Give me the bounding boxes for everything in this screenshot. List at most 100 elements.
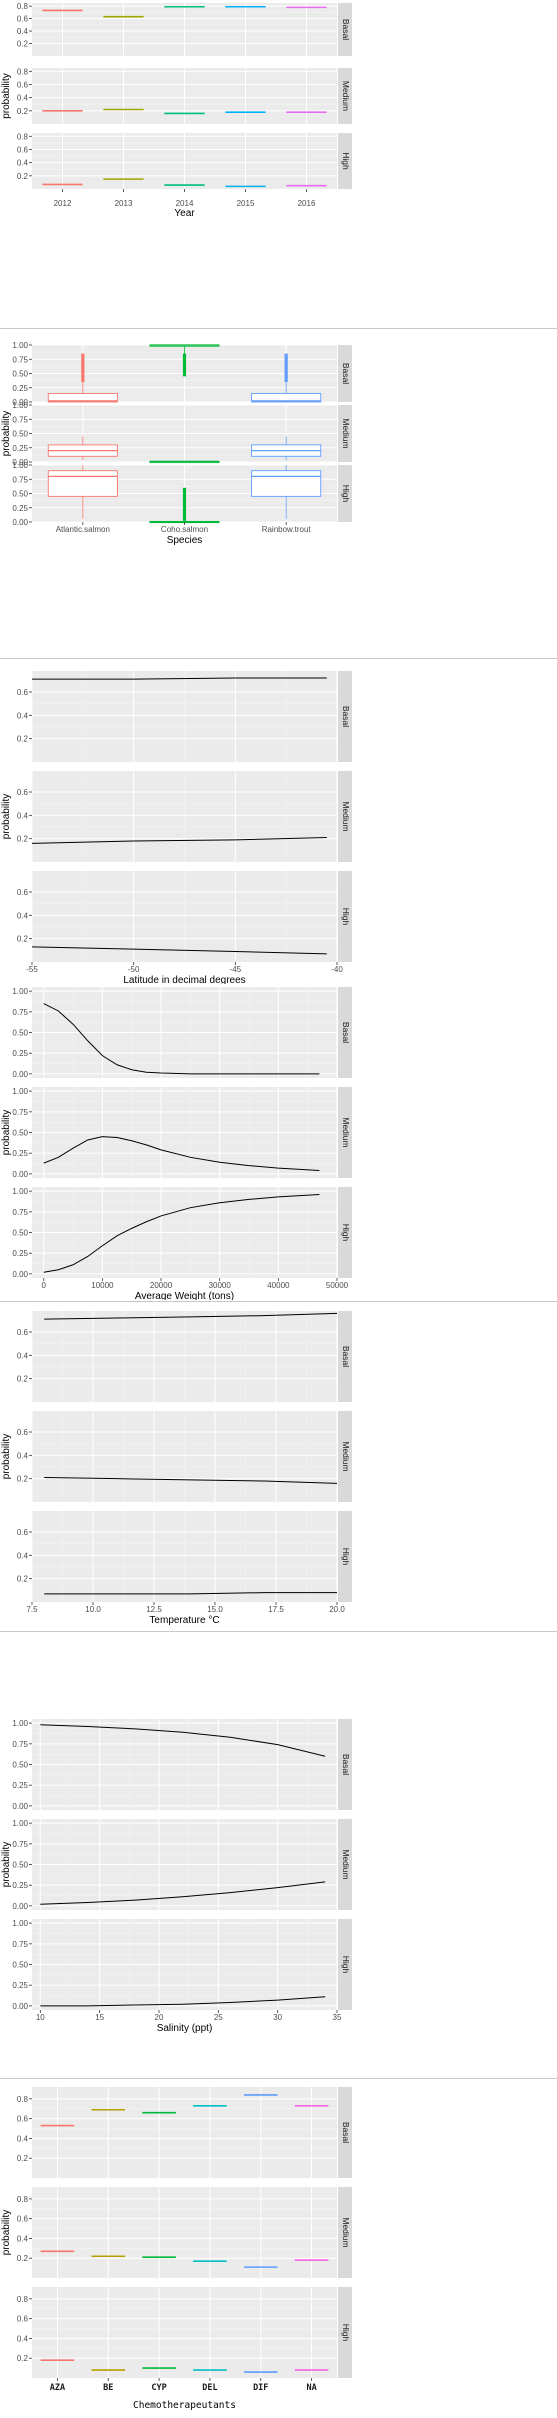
separator bbox=[0, 328, 557, 329]
series-line-high bbox=[40, 1996, 326, 2007]
x-category-label: CYP bbox=[151, 2383, 166, 2393]
y-tick-label: 0.00 bbox=[12, 2002, 28, 2011]
x-category-label: 2014 bbox=[176, 199, 194, 208]
facet-label-high: High bbox=[341, 485, 351, 503]
chart-weight: 0.00 0.25 0.50 0.75 1.00 Basal 0.00 0.25 0.50 0.7… bbox=[1, 987, 352, 1300]
box-atlantic-salmon bbox=[47, 393, 118, 403]
y-tick-label: 0.00 bbox=[12, 1270, 28, 1279]
y-tick-label: 0.75 bbox=[12, 415, 28, 424]
y-tick-label: 0.00 bbox=[12, 518, 28, 527]
y-tick-label: 1.00 bbox=[12, 1087, 28, 1096]
x-axis-title: Average Weight (tons) bbox=[135, 1291, 234, 1300]
facet-label-high: High bbox=[341, 2324, 351, 2342]
y-tick-label: 0.4 bbox=[17, 94, 29, 103]
x-tick-label: 50000 bbox=[326, 1281, 349, 1290]
y-tick-label: 0.6 bbox=[17, 15, 29, 24]
y-tick-label: 0.75 bbox=[12, 1108, 28, 1117]
facet-label-medium: Medium bbox=[341, 81, 351, 111]
x-category-label: NA bbox=[306, 2383, 316, 2393]
x-tick-label: 10.0 bbox=[85, 1605, 101, 1614]
facet-strip bbox=[338, 987, 352, 1078]
box-rainbow-trout bbox=[251, 393, 322, 403]
y-tick-label: 0.00 bbox=[12, 1802, 28, 1811]
facet-strip bbox=[338, 771, 352, 862]
series-line-basal bbox=[43, 1003, 320, 1075]
x-tick-label: 25 bbox=[214, 2013, 223, 2022]
facet-label-high: High bbox=[341, 1956, 351, 1974]
y-tick-label: 0.6 bbox=[17, 2315, 29, 2324]
facet-strip bbox=[338, 1311, 352, 1402]
facet-label-medium: Medium bbox=[341, 2217, 351, 2247]
y-tick-label: 0.00 bbox=[12, 398, 28, 407]
facet-label-medium: Medium bbox=[341, 418, 351, 448]
panel-background bbox=[32, 2287, 337, 2378]
y-axis-title: probability bbox=[1, 794, 12, 840]
y-tick-label: 0.6 bbox=[17, 788, 29, 797]
x-category-label: DEL bbox=[202, 2383, 217, 2393]
facet-strip bbox=[338, 1187, 352, 1278]
figure-species: 0.00 0.25 0.50 0.75 1.00 Basal 0.00 0.25 0.50 0.7… bbox=[0, 342, 557, 657]
y-tick-label: 1.00 bbox=[12, 1719, 28, 1728]
x-tick-label: 40000 bbox=[267, 1281, 290, 1290]
y-tick-label: 1.00 bbox=[12, 1187, 28, 1196]
x-category-label: 2013 bbox=[115, 199, 133, 208]
y-tick-label: 0.25 bbox=[12, 444, 28, 453]
y-tick-label: 0.2 bbox=[17, 835, 29, 844]
series-line-medium bbox=[44, 1477, 338, 1484]
y-tick-label: 0.25 bbox=[12, 1049, 28, 1058]
x-axis-title: Latitude in decimal degrees bbox=[123, 975, 245, 984]
x-tick-label: 35 bbox=[333, 2013, 342, 2022]
figure-weight: 0.00 0.25 0.50 0.75 1.00 Basal 0.00 0.25 0.50 0.7… bbox=[0, 984, 557, 1300]
y-tick-label: 0.75 bbox=[12, 355, 28, 364]
facet-strip bbox=[338, 345, 352, 402]
y-tick-label: 0.6 bbox=[17, 2215, 29, 2224]
x-tick-label: 20000 bbox=[150, 1281, 173, 1290]
series-line-medium bbox=[31, 837, 327, 844]
facet-label-basal: Basal bbox=[341, 2122, 351, 2143]
y-tick-label: 0.6 bbox=[17, 1528, 29, 1537]
figure-temperature: 0.2 0.4 0.6 Basal 0.2 0.4 0.6 Medium 0.2 0.4 0.6 Hi… bbox=[0, 1308, 557, 1630]
y-axis-title: probability bbox=[1, 411, 12, 457]
x-tick-label: 15.0 bbox=[207, 1605, 223, 1614]
y-tick-label: 0.8 bbox=[17, 2, 29, 11]
chart-year: 0.2 0.4 0.6 0.8 Basal 0.2 0.4 0.6 0.8 Medium 0.2 0.… bbox=[1, 2, 352, 219]
y-tick-label: 0.25 bbox=[12, 1881, 28, 1890]
facet-label-medium: Medium bbox=[341, 1441, 351, 1471]
y-tick-label: 0.50 bbox=[12, 1029, 28, 1038]
y-tick-label: 0.2 bbox=[17, 935, 29, 944]
y-tick-label: 0.6 bbox=[17, 2115, 29, 2124]
separator bbox=[0, 1631, 557, 1632]
y-tick-label: 0.6 bbox=[17, 1428, 29, 1437]
x-axis-title: Temperature °C bbox=[149, 1615, 219, 1626]
facet-strip bbox=[338, 1087, 352, 1178]
figure-year: 0.2 0.4 0.6 0.8 Basal 0.2 0.4 0.6 0.8 Medium 0.2 0.… bbox=[0, 0, 557, 327]
facet-label-medium: Medium bbox=[341, 1849, 351, 1879]
y-tick-label: 0.4 bbox=[17, 1551, 29, 1560]
y-tick-label: 0.50 bbox=[12, 370, 28, 379]
x-tick-label: 7.5 bbox=[26, 1605, 38, 1614]
y-tick-label: 0.50 bbox=[12, 1229, 28, 1238]
facet-label-medium: Medium bbox=[341, 1117, 351, 1147]
y-tick-label: 0.50 bbox=[12, 1129, 28, 1138]
y-tick-label: 0.8 bbox=[17, 2295, 29, 2304]
facet-strip bbox=[338, 68, 352, 124]
series-line-basal bbox=[44, 1312, 338, 1320]
y-axis-title: probability bbox=[1, 73, 12, 119]
x-category-label: Rainbow.trout bbox=[262, 525, 312, 534]
y-tick-label: 0.8 bbox=[17, 67, 29, 76]
y-tick-label: 0.75 bbox=[12, 1208, 28, 1217]
x-axis-title: Species bbox=[167, 535, 203, 546]
facet-label-basal: Basal bbox=[341, 1022, 351, 1043]
y-tick-label: 0.4 bbox=[17, 2334, 29, 2343]
y-tick-label: 0.4 bbox=[17, 811, 29, 820]
y-tick-label: 1.00 bbox=[12, 461, 28, 470]
x-tick-label: -45 bbox=[230, 965, 242, 974]
y-tick-label: 1.00 bbox=[12, 1819, 28, 1828]
x-tick-label: 17.5 bbox=[268, 1605, 284, 1614]
x-tick-label: 12.5 bbox=[146, 1605, 162, 1614]
y-tick-label: 0.2 bbox=[17, 2354, 29, 2363]
x-category-label: Coho.salmon bbox=[161, 525, 208, 534]
facet-strip bbox=[338, 2287, 352, 2378]
x-category-label: 2015 bbox=[237, 199, 255, 208]
y-tick-label: 1.00 bbox=[12, 1919, 28, 1928]
